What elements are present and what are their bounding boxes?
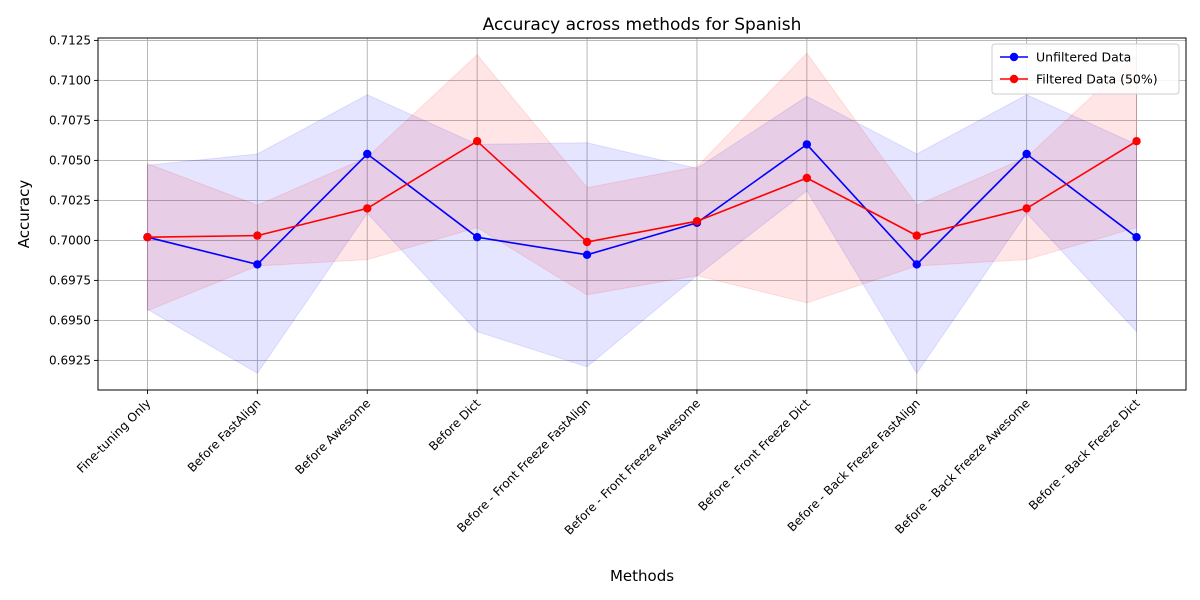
series-line-0 [147, 143, 1138, 266]
data-point-series-0 [472, 233, 482, 242]
data-point-series-1 [1132, 137, 1141, 146]
x-axis-title: Methods [610, 567, 674, 585]
data-point-series-0 [253, 260, 262, 269]
series-line-1 [147, 140, 1137, 243]
chart-title: Accuracy across methods for Spanish [483, 15, 802, 35]
y-tick-label: 0.7125 [49, 33, 91, 47]
data-point-series-1 [253, 231, 262, 240]
y-tick-label: 0.6925 [49, 353, 91, 367]
legend-box [991, 43, 1180, 95]
data-point-series-1 [472, 137, 482, 146]
y-tick-label: 0.7000 [49, 233, 91, 247]
y-tick-label: 0.7100 [49, 73, 91, 87]
y-tick-label: 0.7025 [49, 193, 91, 207]
confidence-band-series-1 [146, 52, 1138, 312]
data-point-series-1 [363, 204, 372, 213]
data-point-series-1 [582, 237, 592, 247]
series-lines [147, 140, 1138, 266]
data-point-series-0 [582, 250, 592, 259]
plot-frame [97, 37, 1187, 391]
confidence-band-series-0 [146, 94, 1138, 375]
data-point-series-1 [802, 173, 812, 183]
legend-label-series-1: Filtered Data (50%) [1036, 72, 1158, 87]
data-point-series-0 [912, 260, 921, 269]
data-point-series-0 [1132, 233, 1141, 242]
grid-layer [98, 38, 1186, 390]
confidence-bands [146, 52, 1138, 375]
legend-marker-series-0 [1009, 52, 1019, 62]
data-point-series-0 [1022, 149, 1031, 159]
data-point-series-0 [363, 149, 372, 159]
y-tick-label: 0.6950 [49, 313, 91, 327]
series-points [143, 137, 1141, 269]
data-point-series-0 [802, 140, 812, 149]
y-tick-label: 0.7075 [49, 113, 91, 127]
legend-label-series-0: Unfiltered Data [1036, 50, 1131, 65]
y-tick-label: 0.6975 [49, 273, 91, 287]
data-point-series-1 [912, 231, 921, 240]
data-point-series-1 [692, 217, 702, 226]
data-point-series-1 [143, 233, 152, 242]
y-tick-label: 0.7050 [49, 153, 91, 167]
legend-marker-series-1 [1009, 74, 1019, 84]
y-axis-title: Accuracy [15, 180, 33, 249]
legend: Unfiltered Data Filtered Data (50%) [991, 43, 1180, 95]
data-point-series-1 [1022, 204, 1031, 213]
